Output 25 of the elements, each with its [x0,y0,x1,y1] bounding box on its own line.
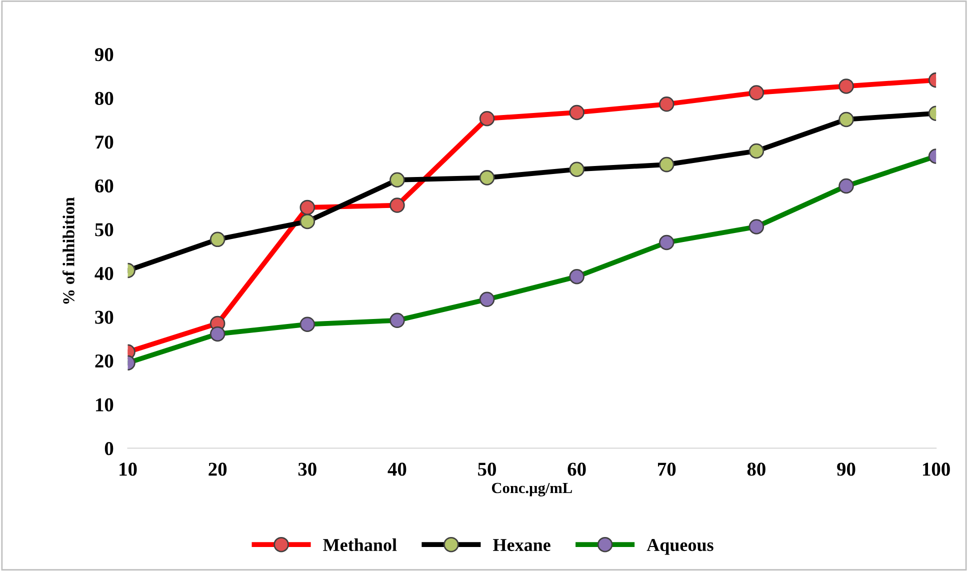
x-tick-label: 10 [120,462,137,476]
x-tick-label: 80 [747,462,766,476]
y-tick-label: 70 [96,136,114,149]
x-tick-label: 60 [568,462,586,476]
legend-label: Hexane [493,539,550,552]
y-tick-label: 40 [94,266,114,280]
legend-label: Methanol [323,538,397,552]
x-tick-label: 20 [208,462,227,476]
y-tick-label: 90 [94,48,114,62]
x-tick-label: 90 [837,462,856,476]
x-tick-label: 70 [658,462,676,476]
y-tick-label: 60 [95,179,114,193]
y-tick-label: 80 [95,92,114,105]
y-tick-label: 0 [104,442,114,456]
x-tick-label: 50 [478,462,496,476]
y-tick-label: 20 [95,354,114,368]
y-tick-label: 10 [96,398,114,412]
x-tick-label: 100 [923,462,950,476]
y-axis-title: % of inhibition [62,197,74,304]
y-tick-label: 50 [95,223,114,236]
x-tick-label: 40 [388,462,406,476]
x-tick-label: 30 [298,462,316,476]
legend-label: Aqueous [646,538,714,555]
x-axis-title: Conc.µg/mL [492,482,572,496]
y-tick-label: 30 [95,310,114,324]
